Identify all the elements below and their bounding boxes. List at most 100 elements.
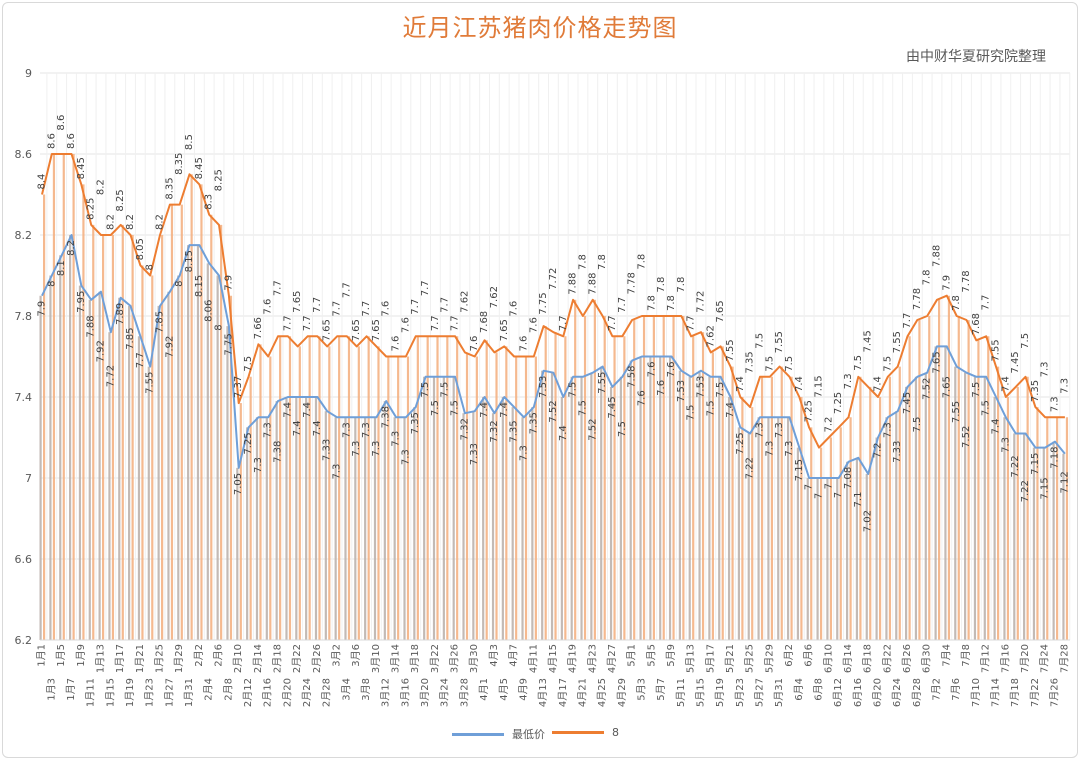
bar-high xyxy=(819,447,823,640)
x-tick-label: 3月28 xyxy=(458,678,470,707)
data-label: 7.53 xyxy=(538,376,549,398)
data-label: 7.15 xyxy=(1040,477,1051,499)
bar-high xyxy=(662,316,665,640)
bar-high xyxy=(908,336,911,640)
x-tick-label: 7月16 xyxy=(999,644,1011,673)
data-label: 7.5 xyxy=(243,356,254,372)
data-label: 7.62 xyxy=(459,291,470,313)
data-label: 7.62 xyxy=(705,325,716,347)
bar-high xyxy=(249,376,252,640)
data-label: 7.6 xyxy=(509,301,520,317)
bar-low xyxy=(570,376,573,640)
data-label: 7.4 xyxy=(735,376,746,392)
x-tick-label: 5月31 xyxy=(773,678,785,707)
series-line-low xyxy=(41,234,1066,479)
bar-high xyxy=(151,275,154,640)
data-label: 7.55 xyxy=(774,331,785,353)
x-tick-label: 6月12 xyxy=(832,678,844,707)
data-label: 7.7 xyxy=(558,315,569,331)
bar-low xyxy=(472,411,475,640)
data-label: 7.7 xyxy=(332,301,343,317)
bar-high xyxy=(269,356,272,640)
bar-high xyxy=(475,356,478,640)
bar-low xyxy=(39,295,42,640)
bar-low xyxy=(1042,447,1045,640)
legend-swatch-blue xyxy=(452,732,504,736)
data-label: 7.5 xyxy=(784,356,795,372)
data-label: 7.65 xyxy=(932,351,943,373)
bar-high xyxy=(239,403,242,640)
bar-high xyxy=(613,336,616,640)
data-label: 7.3 xyxy=(1040,361,1051,377)
bar-high xyxy=(406,356,410,640)
bar-high xyxy=(141,265,144,640)
bar-low xyxy=(482,397,485,640)
data-label: 7.75 xyxy=(538,292,549,314)
y-tick-label: 7 xyxy=(25,472,32,485)
data-label: 7.5 xyxy=(912,417,923,433)
x-tick-label: 4月29 xyxy=(616,678,628,707)
data-label: 7.22 xyxy=(1010,455,1021,477)
x-tick-label: 7月24 xyxy=(1039,644,1051,673)
data-label: 7.5 xyxy=(764,356,775,372)
data-label: 7.4 xyxy=(312,420,323,436)
bar-low xyxy=(226,326,229,640)
x-tick-label: 2月16 xyxy=(262,678,274,707)
bar-high xyxy=(810,427,813,640)
data-label: 7.32 xyxy=(459,418,470,440)
bar-high xyxy=(997,366,1000,640)
bar-low xyxy=(924,372,927,640)
data-label: 7.3 xyxy=(371,441,382,457)
bar-low xyxy=(1062,453,1065,640)
data-label: 7.3 xyxy=(351,441,362,457)
data-label: 7.6 xyxy=(656,380,667,396)
bar-high xyxy=(456,336,459,640)
bar-high xyxy=(397,356,400,640)
bar-low xyxy=(255,417,259,640)
data-label: 7.15 xyxy=(794,459,805,481)
data-label: 7.85 xyxy=(155,311,166,333)
x-tick-label: 1月31 xyxy=(183,678,195,707)
x-tick-label: 3月24 xyxy=(439,678,451,707)
data-label: 7.2 xyxy=(823,417,834,433)
data-label: 7.25 xyxy=(735,432,746,454)
bar-high xyxy=(593,299,596,640)
bar-low xyxy=(983,376,986,640)
data-label: 7.78 xyxy=(627,272,638,294)
y-tick-label: 9 xyxy=(25,67,32,80)
x-tick-label: 3月20 xyxy=(419,678,431,707)
bar-high xyxy=(987,336,990,640)
data-label: 7.45 xyxy=(1010,351,1021,373)
x-tick-label: 4月15 xyxy=(547,644,559,673)
bar-low xyxy=(806,478,809,640)
data-label: 8.15 xyxy=(194,275,205,297)
bar-low xyxy=(216,275,219,640)
bar-high xyxy=(603,316,606,640)
bar-high xyxy=(377,346,380,640)
bar-high xyxy=(977,340,980,640)
x-tick-label: 2月26 xyxy=(311,644,323,673)
bar-high xyxy=(544,326,547,640)
bar-high xyxy=(682,316,685,640)
data-label: 7.35 xyxy=(1030,380,1041,402)
data-label: 7.6 xyxy=(391,336,402,352)
bar-low xyxy=(442,376,445,640)
x-tick-label: 7月8 xyxy=(960,644,972,667)
data-label: 7.53 xyxy=(695,376,706,398)
x-tick-label: 4月13 xyxy=(537,678,549,707)
x-tick-label: 5月27 xyxy=(753,678,765,707)
bar-low xyxy=(678,370,681,640)
data-label: 7.8 xyxy=(646,295,657,311)
x-tick-label: 4月21 xyxy=(576,678,588,707)
bar-high xyxy=(131,235,134,640)
bar-low xyxy=(177,275,180,640)
data-label: 7.75 xyxy=(223,333,234,355)
x-tick-label: 7月26 xyxy=(1049,678,1061,707)
legend-label: 最低价 xyxy=(512,728,545,741)
bar-high xyxy=(220,224,223,640)
data-label: 7.4 xyxy=(1000,376,1011,392)
data-label: 7.3 xyxy=(253,457,264,473)
bar-high xyxy=(1046,417,1049,640)
x-tick-label: 6月26 xyxy=(901,644,913,673)
x-tick-label: 2月14 xyxy=(252,644,264,673)
